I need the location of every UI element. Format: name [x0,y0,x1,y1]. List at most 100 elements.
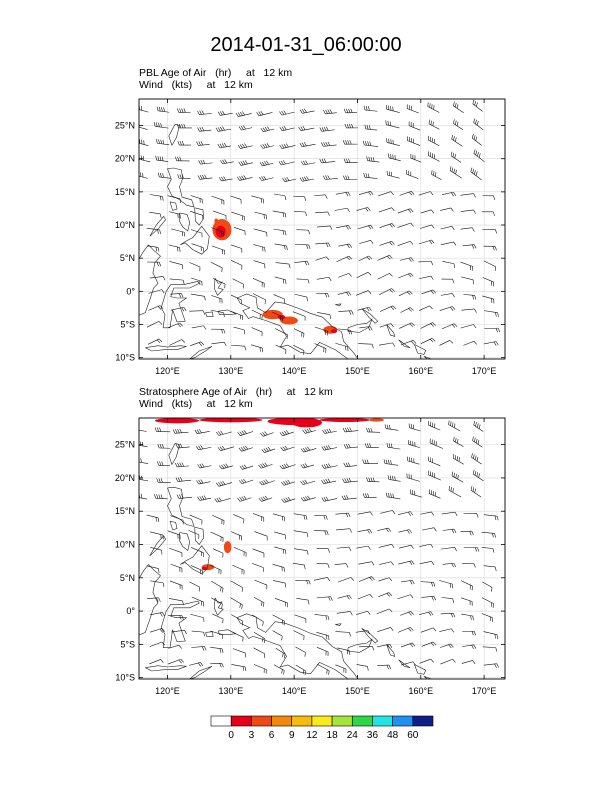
wind-barb-feather [494,566,497,572]
wind-barb-feather [431,170,433,175]
wind-barb-feather [474,455,477,460]
wind-barb-feather [433,596,437,601]
wind-barb-feather [244,346,247,351]
wind-barb-staff [191,547,204,553]
wind-barb-feather [260,432,264,437]
wind-barb-feather [497,328,501,333]
wind-barb-staff [190,293,205,297]
wind-barb-feather [493,341,497,346]
wind-barb-feather [321,464,325,469]
wind-barb-staff [440,241,454,246]
colorbar-swatch [251,715,272,727]
wind-barb-staff [440,207,452,211]
wind-barb-staff [212,548,224,554]
wind-barb-feather [181,108,184,113]
wind-barb-feather [453,191,457,196]
wind-barb-staff [419,561,432,565]
wind-barb-staff [231,344,245,347]
wind-barb-staff [470,171,482,181]
wind-barb-feather [325,141,328,147]
wind-barb-feather [349,632,351,637]
wind-barb-feather [431,338,436,342]
wind-barb-staff [302,143,316,148]
wind-barb-staff [378,342,393,346]
lat-tick-label: 10°N [115,540,135,550]
wind-barb-feather [159,612,163,617]
wind-barb-feather [217,144,221,149]
wind-barb-feather [260,497,264,501]
wind-barb-feather [258,497,262,502]
wind-barb-feather [409,529,413,534]
wind-barb-feather [343,108,346,113]
wind-barb-feather [258,111,262,116]
strat-wind-barbs [137,420,499,676]
wind-barb-feather [367,173,370,178]
wind-barb-feather [427,102,429,107]
wind-barb-feather [351,310,354,315]
wind-barb-feather [367,493,370,498]
wind-barb-feather [323,497,327,501]
coastline [169,520,178,531]
wind-barb-feather [244,666,247,672]
wind-barb-staff [263,128,275,133]
wind-barb-feather [160,659,164,663]
wind-barb-staff [388,479,401,482]
wind-barb-feather [453,241,457,246]
wind-barb-feather [225,463,229,468]
wind-barb-feather [223,176,227,181]
wind-barb-feather [347,244,350,249]
wind-barb-feather [408,290,413,295]
wind-barb-feather [367,630,371,635]
wind-barb-feather [155,517,157,522]
wind-barb-staff [418,260,432,263]
wind-barb-feather [181,615,184,620]
wind-barb-feather [223,312,225,318]
wind-barb-feather [305,515,308,520]
wind-barb-feather [470,486,473,491]
wind-barb-feather [183,108,186,113]
wind-barb-feather [368,477,371,482]
wind-barb-feather [236,176,240,181]
coastline [167,167,195,208]
wind-barb-feather [321,497,325,502]
wind-barb-feather [307,446,311,451]
wind-barb-feather [220,481,224,486]
wind-barb-staff [317,663,330,671]
wind-barb-staff [167,195,181,200]
wind-barb-feather [328,428,332,433]
wind-barb-staff [169,261,183,266]
wind-barb-feather [472,168,475,174]
colorbar-label: 0 [228,730,234,741]
wind-barb-staff [139,429,147,432]
wind-barb-feather [433,627,437,632]
wind-barb-feather [162,173,164,178]
wind-barb-staff [400,611,411,616]
wind-barb-feather [346,595,350,600]
wind-barb-feather [137,475,138,479]
wind-barb-feather [349,528,352,533]
wind-barb-staff [460,193,474,196]
wind-barb-feather [473,118,476,123]
wind-barb-staff [471,457,482,465]
wind-barb-feather [322,429,326,434]
wind-barb-feather [391,207,395,212]
wind-barb-feather [469,531,472,536]
wind-barb-feather [370,191,374,195]
wind-barb-feather [157,172,160,177]
wind-barb-feather [321,479,324,484]
wind-barb-staff [418,191,431,196]
wind-barb-staff [461,613,473,617]
wind-barb-feather [302,429,306,434]
wind-barb-feather [279,465,283,470]
wind-barb-feather [284,653,286,659]
wind-barb-feather [409,561,413,566]
wind-barb-staff [449,170,462,179]
wind-barb-feather [237,112,241,117]
wind-barb-feather [454,455,457,460]
coastline [214,597,224,616]
wind-barb-feather [301,142,305,147]
wind-barb-staff [428,474,441,481]
wind-barb-feather [244,160,248,165]
wind-barb-feather [158,321,163,325]
wind-barb-feather [285,497,289,502]
